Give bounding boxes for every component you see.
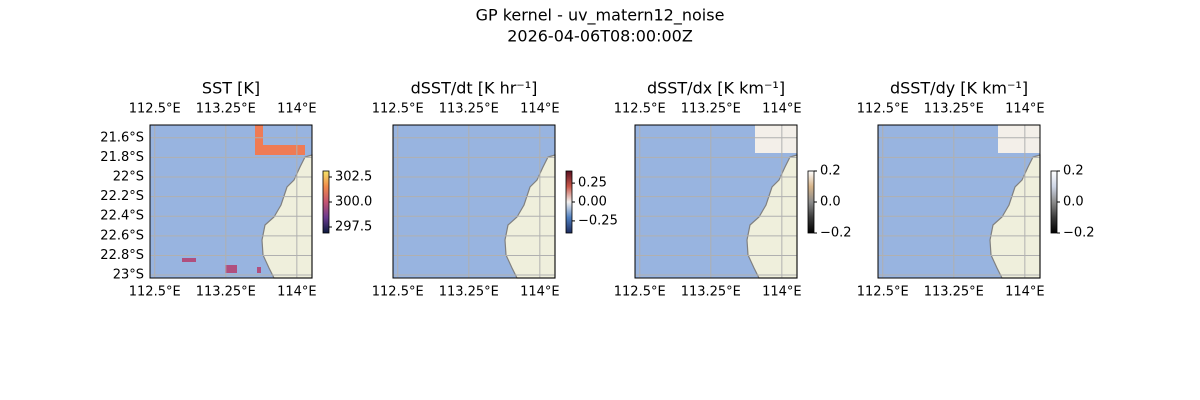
colorbar-tick-label: 0.00 xyxy=(578,195,607,210)
data-cell xyxy=(257,267,261,273)
figure-subtitle: 2026-04-06T08:00:00Z xyxy=(507,27,693,46)
panel-title: dSST/dx [K km⁻¹] xyxy=(647,79,785,98)
data-cell xyxy=(755,125,797,153)
lon-tick-label: 114°E xyxy=(277,102,317,117)
lat-tick-label: 22.2°S xyxy=(100,189,144,204)
figure-title: GP kernel - uv_matern12_noise xyxy=(476,6,725,26)
lat-tick-label: 22.4°S xyxy=(100,209,144,224)
colorbar-tick-label: 0.2 xyxy=(1063,164,1084,179)
colorbar xyxy=(565,170,573,234)
lon-tick-label: 112.5°E xyxy=(372,102,424,117)
panel-title: dSST/dt [K hr⁻¹] xyxy=(411,79,538,98)
lon-tick-label: 113.25°E xyxy=(196,285,256,300)
lon-tick-label: 114°E xyxy=(1005,285,1045,300)
lat-tick-label: 21.6°S xyxy=(100,130,144,145)
data-cell xyxy=(255,125,263,155)
colorbar-tick-label: 0.0 xyxy=(1063,195,1084,210)
lon-tick-label: 114°E xyxy=(277,285,317,300)
map-frame xyxy=(149,124,313,279)
lat-tick-label: 21.8°S xyxy=(100,150,144,165)
colorbar-tick-label: 302.5 xyxy=(335,170,372,185)
map-frame xyxy=(877,124,1041,279)
lat-tick-label: 23°S xyxy=(113,268,144,283)
lon-tick-label: 113.25°E xyxy=(439,285,499,300)
colorbar-tick-label: 300.0 xyxy=(335,195,372,210)
colorbar xyxy=(322,170,330,234)
data-cell xyxy=(998,125,1040,153)
lon-tick-label: 113.25°E xyxy=(681,285,741,300)
lon-tick-label: 112.5°E xyxy=(129,102,181,117)
data-cell xyxy=(225,265,237,273)
data-cell xyxy=(182,258,196,262)
lon-tick-label: 112.5°E xyxy=(857,102,909,117)
colorbar-tick-label: 297.5 xyxy=(335,220,372,235)
colorbar xyxy=(807,170,815,234)
lon-tick-label: 113.25°E xyxy=(196,102,256,117)
lon-tick-label: 112.5°E xyxy=(614,102,666,117)
lon-tick-label: 114°E xyxy=(762,285,802,300)
colorbar-tick-label: −0.25 xyxy=(578,213,618,228)
colorbar-tick-label: −0.2 xyxy=(820,226,852,241)
panel-title: dSST/dy [K km⁻¹] xyxy=(890,79,1028,98)
lon-tick-label: 113.25°E xyxy=(924,285,984,300)
data-cell xyxy=(263,145,305,155)
colorbar-tick-label: 0.0 xyxy=(820,195,841,210)
lon-tick-label: 112.5°E xyxy=(372,285,424,300)
colorbar-tick-label: 0.2 xyxy=(820,164,841,179)
panel-title: SST [K] xyxy=(202,79,260,98)
colorbar xyxy=(1050,170,1058,234)
map-frame xyxy=(392,124,556,279)
lon-tick-label: 114°E xyxy=(762,102,802,117)
lon-tick-label: 114°E xyxy=(1005,102,1045,117)
lon-tick-label: 112.5°E xyxy=(129,285,181,300)
map-frame xyxy=(634,124,798,279)
lon-tick-label: 112.5°E xyxy=(614,285,666,300)
lat-tick-label: 22.6°S xyxy=(100,228,144,243)
lat-tick-label: 22.8°S xyxy=(100,248,144,263)
colorbar-tick-label: 0.25 xyxy=(578,176,607,191)
lon-tick-label: 113.25°E xyxy=(681,102,741,117)
lon-tick-label: 114°E xyxy=(520,285,560,300)
lon-tick-label: 112.5°E xyxy=(857,285,909,300)
lon-tick-label: 113.25°E xyxy=(924,102,984,117)
lon-tick-label: 114°E xyxy=(520,102,560,117)
lat-tick-label: 22°S xyxy=(113,169,144,184)
lon-tick-label: 113.25°E xyxy=(439,102,499,117)
colorbar-tick-label: −0.2 xyxy=(1063,226,1095,241)
